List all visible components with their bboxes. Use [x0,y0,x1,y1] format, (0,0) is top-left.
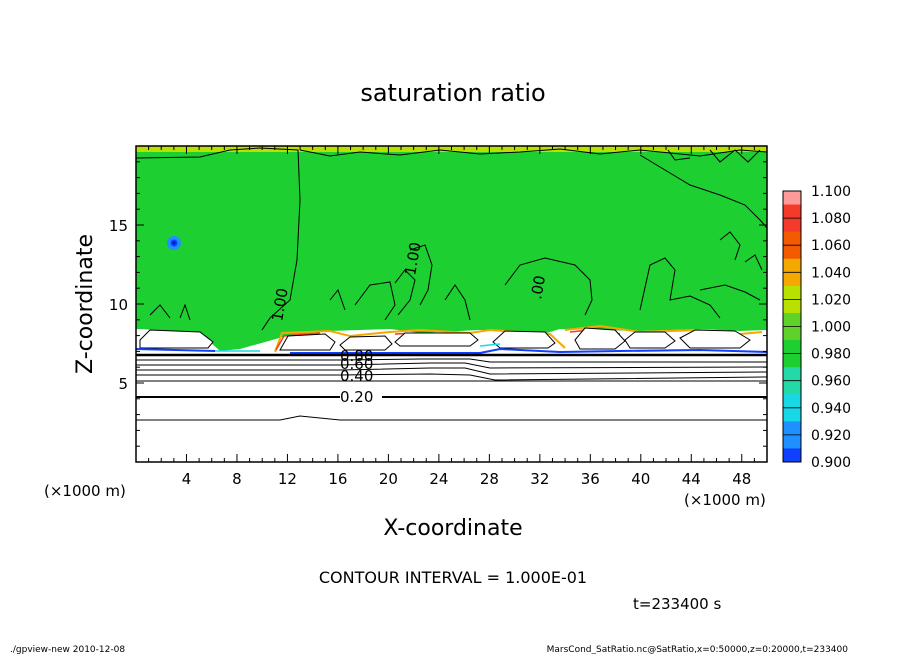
contour-labels: 1.00 1.00 .00 0.80 0.60 0.40 0.20 [268,241,549,406]
chart-title: saturation ratio [360,79,545,107]
colorbar-segment [783,434,801,449]
x-tick-label: 40 [631,470,650,488]
colorbar-label: 1.000 [811,320,851,336]
colorbar-segment [783,272,801,287]
dry-edge-cyan [215,343,501,352]
contour-label: 0.40 [340,367,373,385]
colorbar-segment [783,245,801,260]
y-axis-title: Z-coordinate [73,234,98,374]
x-tick-label: 12 [278,470,297,488]
colorbar-segment [783,340,801,355]
x-axis: 4 8 12 16 20 24 28 32 36 40 44 48 [148,146,755,488]
dry-spot [167,236,181,250]
colorbar-segment [783,367,801,382]
colorbar-segment [783,421,801,436]
colorbar-segment [783,299,801,314]
x-axis-title: X-coordinate [383,516,522,541]
x-unit-left: (×1000 m) [44,482,126,500]
saturated-region [136,146,767,351]
x-tick-label: 20 [379,470,398,488]
colorbar-label: 1.020 [811,292,851,308]
colorbar-segment [783,312,801,327]
colorbar-label: 1.100 [811,184,851,200]
plot-area: 1.00 1.00 .00 0.80 0.60 0.40 0.20 [135,145,768,463]
contour-label: 1.00 [268,287,292,323]
lower-contours [136,353,768,421]
colorbar-segment [783,380,801,395]
cloud-pockets [139,327,751,351]
colorbar-label: 1.060 [811,238,851,254]
x-tick-label: 28 [480,470,499,488]
x-tick-label: 48 [732,470,751,488]
colorbar-segment [783,448,801,463]
contour-label: 0.80 [340,347,373,365]
contour-label: .00 [527,274,549,301]
contour-label: 1.00 [401,241,425,277]
x-tick-label: 36 [581,470,600,488]
x-unit-right: (×1000 m) [684,491,766,509]
x-tick-label: 24 [429,470,448,488]
colorbar-segment [783,285,801,300]
dry-edge-blue [135,347,768,354]
x-tick-label: 16 [328,470,347,488]
colorbar: 1.100 1.080 1.060 1.040 1.020 1.000 0.980 0.960… [782,184,851,471]
y-axis: 5 10 15 [109,161,767,447]
time-label: t=233400 s [633,595,721,613]
colorbar-segment [783,204,801,219]
colorbar-label: 0.980 [811,347,851,363]
colorbar-segment [783,394,801,409]
colorbar-segment [783,326,801,341]
contour-label: 0.20 [340,388,373,406]
y-tick-label: 10 [109,296,128,314]
contour-label: 0.60 [340,355,373,373]
footer-left: ./gpview-new 2010-12-08 [10,645,125,654]
footer-right: MarsCond_SatRatio.nc@SatRatio,x=0:50000,… [547,645,849,654]
y-tick-label: 5 [118,375,128,393]
colorbar-label: 1.040 [811,265,851,281]
colorbar-segment [783,353,801,368]
upper-contours [135,147,768,331]
contour-interval: CONTOUR INTERVAL = 1.000E-01 [319,568,587,587]
x-tick-label: 4 [182,470,192,488]
colorbar-label: 1.080 [811,211,851,227]
colorbar-label: 0.960 [811,374,851,390]
colorbar-label: 0.940 [811,401,851,417]
colorbar-segment [783,258,801,273]
colorbar-segment [783,191,801,206]
x-tick-label: 44 [682,470,701,488]
colorbar-segment [783,218,801,233]
colorbar-segment [783,231,801,246]
colorbar-label: 0.900 [811,455,851,471]
y-tick-label: 15 [109,217,128,235]
colorbar-label: 0.920 [811,428,851,444]
x-tick-label: 8 [232,470,242,488]
colorbar-segment [783,407,801,422]
x-tick-label: 32 [530,470,549,488]
